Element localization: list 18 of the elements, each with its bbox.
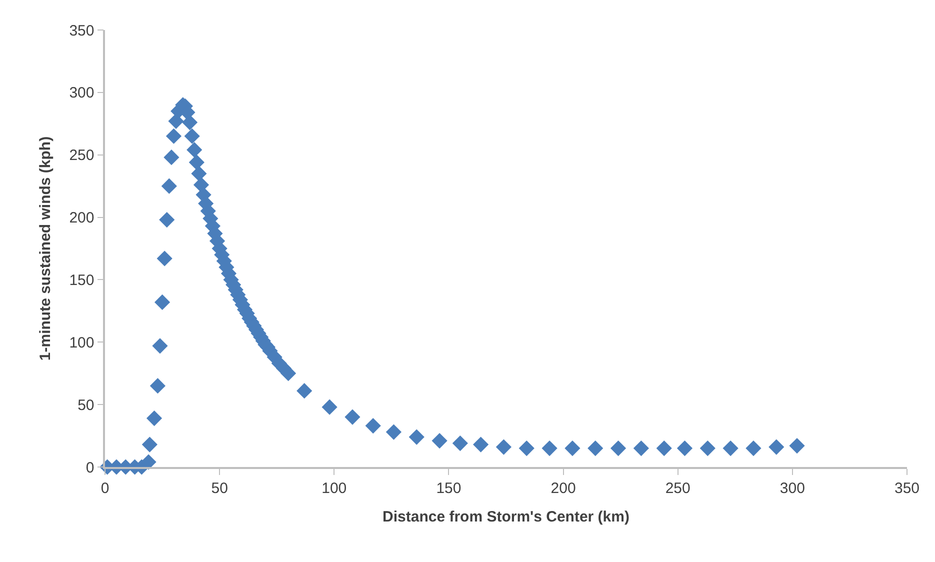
y-tick-label: 50 bbox=[78, 396, 94, 414]
y-tick-label: 250 bbox=[69, 147, 94, 164]
x-tick-label: 300 bbox=[780, 480, 805, 497]
x-tick-label: 200 bbox=[550, 480, 576, 497]
y-tick-label: 100 bbox=[69, 334, 94, 352]
y-tick-label: 150 bbox=[69, 272, 94, 289]
y-tick-label: 300 bbox=[69, 84, 94, 102]
x-tick-label: 0 bbox=[100, 480, 110, 497]
x-tick-label: 350 bbox=[894, 480, 920, 497]
y-tick-label: 200 bbox=[69, 210, 94, 227]
x-tick-label: 250 bbox=[665, 480, 690, 497]
y-tick-label: 0 bbox=[86, 459, 94, 476]
x-axis-title: Distance from Storm's Center (km) bbox=[382, 508, 630, 526]
x-tick-label: 150 bbox=[436, 480, 462, 497]
x-tick-label: 50 bbox=[211, 480, 228, 497]
x-tick-label: 100 bbox=[322, 480, 347, 497]
y-tick-label: 350 bbox=[69, 22, 94, 40]
y-axis-title: 1-minute sustained winds (kph) bbox=[36, 136, 54, 361]
